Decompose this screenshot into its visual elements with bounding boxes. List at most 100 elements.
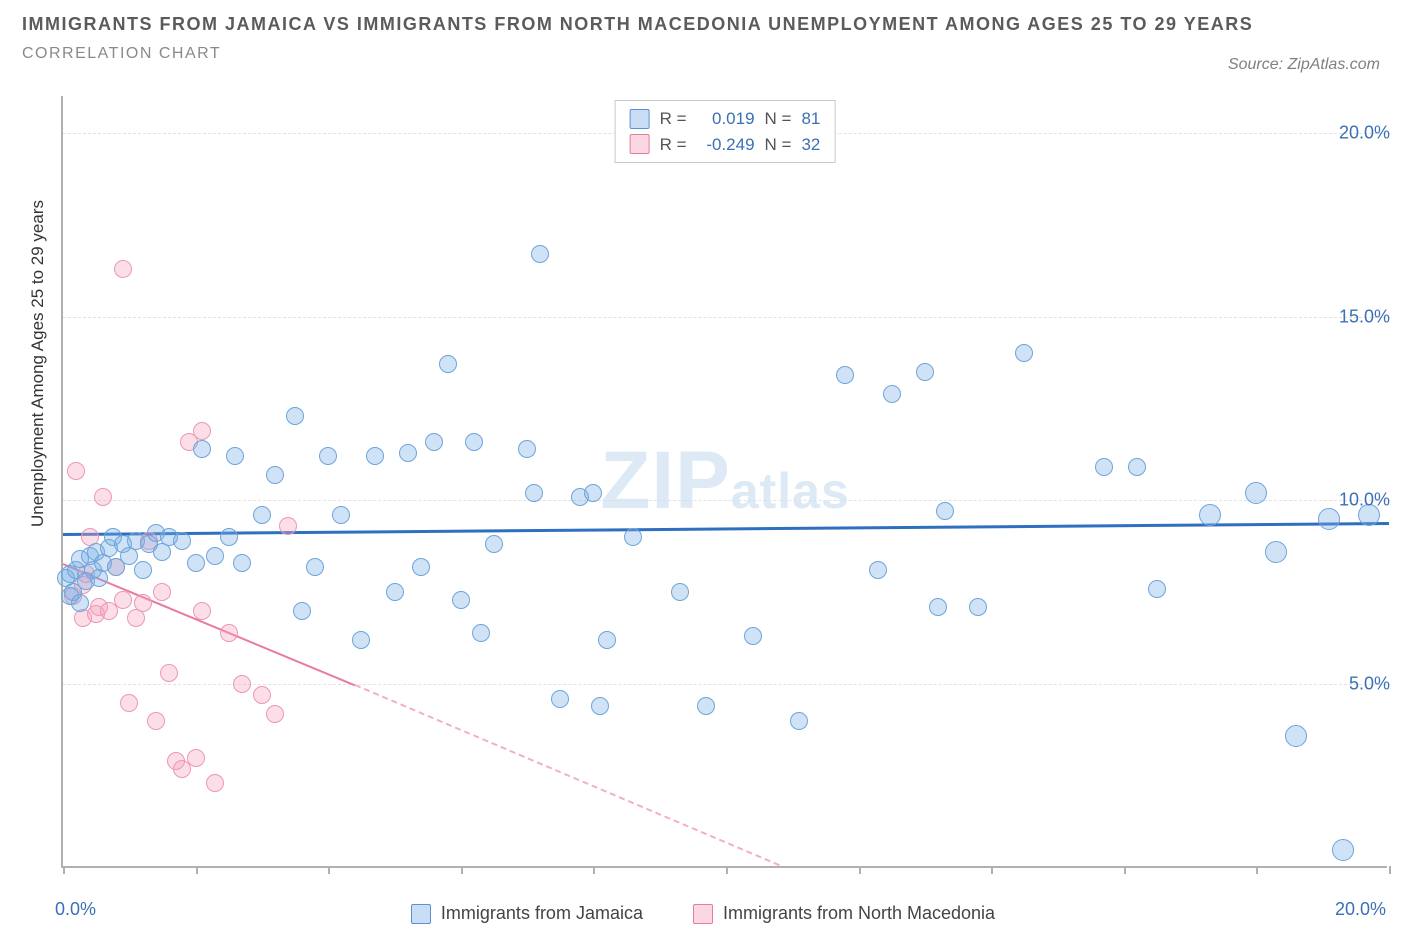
data-point — [485, 535, 503, 553]
legend: Immigrants from Jamaica Immigrants from … — [0, 903, 1406, 924]
x-tick — [1389, 866, 1391, 874]
x-tick — [63, 866, 65, 874]
r-value-pink: -0.249 — [697, 132, 755, 158]
data-point — [187, 749, 205, 767]
data-point — [193, 602, 211, 620]
data-point — [525, 484, 543, 502]
data-point — [790, 712, 808, 730]
data-point — [425, 433, 443, 451]
data-point — [1285, 725, 1307, 747]
data-point — [412, 558, 430, 576]
legend-swatch-pink — [630, 134, 650, 154]
data-point — [1318, 508, 1340, 530]
data-point — [332, 506, 350, 524]
n-label: N = — [765, 132, 792, 158]
data-point — [134, 561, 152, 579]
data-point — [836, 366, 854, 384]
data-point — [929, 598, 947, 616]
data-point — [869, 561, 887, 579]
data-point — [233, 554, 251, 572]
data-point — [173, 532, 191, 550]
data-point — [1015, 344, 1033, 362]
data-point — [366, 447, 384, 465]
data-point — [744, 627, 762, 645]
chart-title: IMMIGRANTS FROM JAMAICA VS IMMIGRANTS FR… — [22, 10, 1253, 39]
data-point — [1128, 458, 1146, 476]
data-point — [153, 583, 171, 601]
data-point — [969, 598, 987, 616]
legend-swatch-pink — [693, 904, 713, 924]
x-tick — [726, 866, 728, 874]
gridline — [63, 500, 1387, 501]
data-point — [916, 363, 934, 381]
data-point — [551, 690, 569, 708]
data-point — [518, 440, 536, 458]
data-point — [266, 466, 284, 484]
data-point — [187, 554, 205, 572]
data-point — [1332, 839, 1354, 861]
x-tick — [1124, 866, 1126, 874]
x-tick — [593, 866, 595, 874]
watermark: ZIPatlas — [600, 434, 850, 528]
y-tick-label: 5.0% — [1349, 674, 1390, 695]
legend-swatch-blue — [630, 109, 650, 129]
r-label: R = — [660, 106, 687, 132]
x-tick — [328, 866, 330, 874]
data-point — [206, 547, 224, 565]
data-point — [114, 591, 132, 609]
data-point — [306, 558, 324, 576]
x-tick — [859, 866, 861, 874]
data-point — [67, 462, 85, 480]
data-point — [253, 686, 271, 704]
chart-subtitle: CORRELATION CHART — [22, 45, 1253, 63]
data-point — [399, 444, 417, 462]
y-tick-label: 10.0% — [1339, 490, 1390, 511]
legend-swatch-blue — [411, 904, 431, 924]
data-point — [71, 594, 89, 612]
n-value-pink: 32 — [801, 132, 820, 158]
x-tick — [196, 866, 198, 874]
data-point — [206, 774, 224, 792]
data-point — [697, 697, 715, 715]
data-point — [1148, 580, 1166, 598]
data-point — [472, 624, 490, 642]
data-point — [671, 583, 689, 601]
data-point — [114, 260, 132, 278]
data-point — [134, 594, 152, 612]
r-value-blue: 0.019 — [697, 106, 755, 132]
stats-panel: R = 0.019 N = 81 R = -0.249 N = 32 — [615, 100, 836, 163]
data-point — [266, 705, 284, 723]
data-point — [160, 664, 178, 682]
r-label: R = — [660, 132, 687, 158]
data-point — [220, 624, 238, 642]
scatter-plot-area: ZIPatlas R = 0.019 N = 81 R = -0.249 N =… — [61, 96, 1387, 868]
gridline — [63, 684, 1387, 685]
data-point — [286, 407, 304, 425]
trend-line — [63, 522, 1389, 536]
data-point — [193, 440, 211, 458]
data-point — [94, 488, 112, 506]
n-label: N = — [765, 106, 792, 132]
data-point — [193, 422, 211, 440]
data-point — [531, 245, 549, 263]
data-point — [1095, 458, 1113, 476]
data-point — [624, 528, 642, 546]
data-point — [120, 694, 138, 712]
data-point — [465, 433, 483, 451]
data-point — [352, 631, 370, 649]
data-point — [1265, 541, 1287, 563]
y-tick-label: 20.0% — [1339, 122, 1390, 143]
y-tick-label: 15.0% — [1339, 306, 1390, 327]
data-point — [936, 502, 954, 520]
data-point — [386, 583, 404, 601]
legend-label-blue: Immigrants from Jamaica — [441, 903, 643, 924]
data-point — [293, 602, 311, 620]
data-point — [147, 712, 165, 730]
trend-line — [354, 684, 779, 866]
data-point — [452, 591, 470, 609]
legend-label-pink: Immigrants from North Macedonia — [723, 903, 995, 924]
data-point — [253, 506, 271, 524]
data-point — [279, 517, 297, 535]
data-point — [883, 385, 901, 403]
gridline — [63, 317, 1387, 318]
